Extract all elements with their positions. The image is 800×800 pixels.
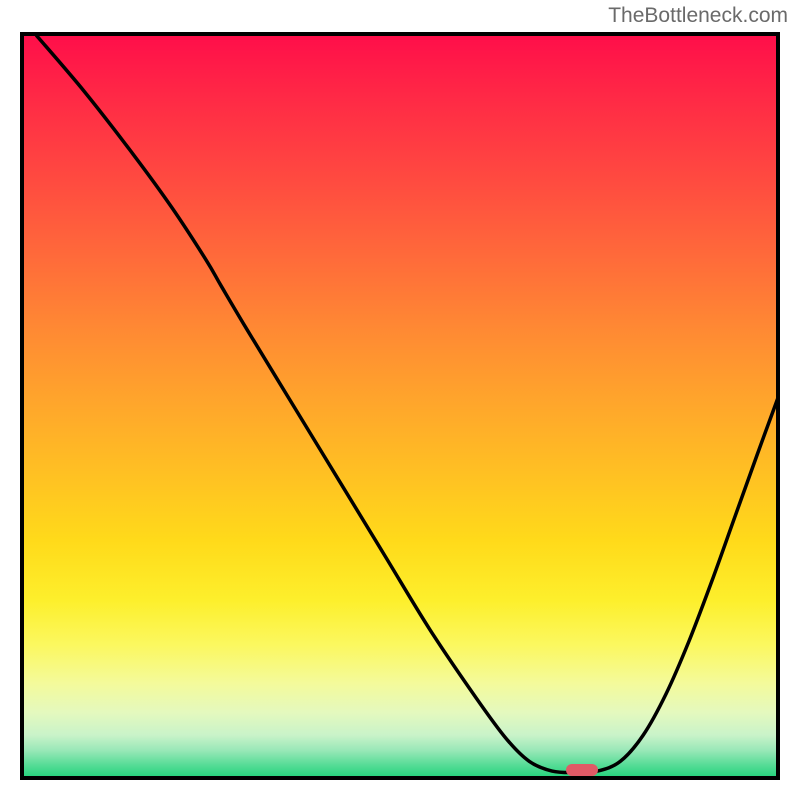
attribution-label: TheBottleneck.com (608, 4, 788, 28)
chart-area (20, 32, 780, 780)
chart-container: TheBottleneck.com (0, 0, 800, 800)
optimal-marker (566, 764, 598, 776)
bottleneck-curve (20, 32, 780, 780)
